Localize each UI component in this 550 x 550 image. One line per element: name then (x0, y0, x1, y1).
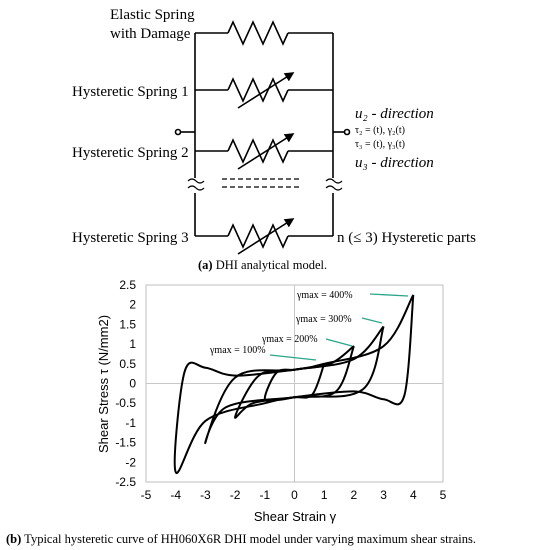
caption-b-tag: (b) (6, 532, 21, 546)
x-tick-label: -5 (141, 488, 152, 502)
y-tick-label: 1 (129, 337, 136, 351)
caption-a: (a) DHI analytical model. (198, 258, 327, 272)
x-tick-label: 3 (380, 488, 387, 502)
y-tick-label: 1.5 (119, 317, 136, 331)
y-tick-label: 0.5 (119, 357, 136, 371)
hysteretic-spring-2 (195, 133, 333, 170)
y-tick-label: -1 (125, 416, 136, 430)
caption-b-text: Typical hysteretic curve of HH060X6R DHI… (21, 532, 476, 546)
x-tick-label: 4 (410, 488, 417, 502)
annotation-leader-400 (369, 293, 409, 297)
x-tick-label: 1 (321, 488, 328, 502)
elastic-spring-label-line2: with Damage (110, 26, 191, 42)
n-hysteretic-parts-label: n (≤ 3) Hysteretic parts (337, 230, 476, 246)
annotation-leader-300 (361, 317, 383, 324)
u3-direction-label: u₃ - direction (355, 155, 434, 171)
caption-a-text: DHI analytical model. (213, 258, 328, 272)
hysteresis-loops (173, 294, 415, 474)
u2-direction-label: u₂ - direction (355, 106, 434, 122)
annotation-gamma-300: γmax = 300% (295, 314, 352, 325)
hysteretic-spring-1-label: Hysteretic Spring 1 (72, 84, 189, 100)
elastic-spring-label-line1: Elastic Spring (110, 7, 195, 23)
hysteresis-loop-4 (173, 294, 415, 474)
x-axis-label: Shear Strain γ (254, 509, 337, 524)
hysteretic-spring-3 (195, 218, 333, 255)
x-tick-label: 5 (440, 488, 447, 502)
hysteresis-loop-3 (204, 325, 385, 444)
annotation-gamma-200: γmax = 200% (261, 334, 318, 345)
annotation-leader-100 (269, 354, 317, 361)
y-tick-label: 0 (129, 377, 136, 391)
x-tick-label: -4 (170, 488, 181, 502)
y-tick-label: 2.5 (119, 278, 136, 292)
right-break-symbol (325, 178, 343, 184)
x-tick-label: 0 (291, 488, 298, 502)
hysteretic-spring-1 (195, 72, 333, 109)
output-terminal-node (343, 128, 351, 136)
gridlines (146, 285, 443, 482)
left-break-symbol (187, 178, 205, 184)
x-tick-label: -1 (259, 488, 270, 502)
dhi-model-diagram (174, 20, 351, 255)
tau2-label: τ₂ = (t), γ₂(t) (355, 125, 405, 136)
y-tick-labels: 2.5 2 1.5 1 0.5 0 -0.5 -1 -1.5 -2 -2.5 (115, 278, 136, 489)
right-break-symbol-2 (325, 185, 343, 191)
hysteresis-chart: 2.5 2 1.5 1 0.5 0 -0.5 -1 -1.5 -2 -2.5 -5 -4 -3 -2 -1 0… (96, 278, 447, 524)
hysteretic-spring-2-label: Hysteretic Spring 2 (72, 145, 189, 161)
annotation-gamma-100: γmax = 100% (209, 345, 266, 356)
y-axis-label: Shear Stress τ (N/mm2) (96, 315, 111, 453)
x-tick-label: -2 (230, 488, 241, 502)
y-tick-label: -2.5 (115, 475, 136, 489)
caption-a-tag: (a) (198, 258, 213, 272)
caption-b: (b) Typical hysteretic curve of HH060X6R… (6, 532, 476, 546)
annotation-gamma-400: γmax = 400% (296, 290, 353, 301)
hysteretic-spring-3-label: Hysteretic Spring 3 (72, 230, 189, 246)
x-tick-label: 2 (351, 488, 358, 502)
input-terminal-node (174, 128, 182, 136)
y-tick-label: -2 (125, 455, 136, 469)
y-tick-label: -1.5 (115, 436, 136, 450)
elastic-spring (195, 20, 333, 46)
x-tick-labels: -5 -4 -3 -2 -1 0 1 2 3 4 5 (141, 488, 447, 502)
left-break-symbol-2 (187, 185, 205, 191)
annotation-leader-200 (325, 338, 353, 347)
y-tick-label: -0.5 (115, 396, 136, 410)
y-tick-label: 2 (129, 298, 136, 312)
tau3-label: τ₃ = (t), γ₃(t) (355, 139, 405, 150)
x-tick-label: -3 (200, 488, 211, 502)
